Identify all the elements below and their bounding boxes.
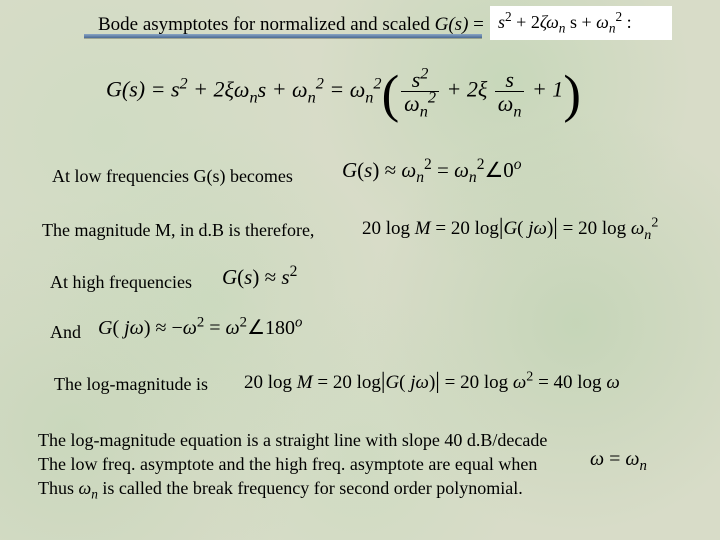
conclusion-eq: ω = ωn: [590, 448, 647, 471]
title-right-formula: s2 + 2ζωn s + ωn2 :: [498, 12, 632, 33]
omega-n-symbol: ωn: [79, 478, 98, 498]
slide-title: Bode asymptotes for normalized and scale…: [98, 14, 484, 36]
title-equals: =: [468, 14, 483, 35]
equation-and: G( jω) ≈ −ω2 = ω2∠180o: [98, 315, 302, 340]
text-logmag: The log-magnitude is: [54, 374, 208, 395]
title-text: Bode asymptotes for normalized and scale…: [98, 14, 435, 35]
conclusion-line1: The log-magnitude equation is a straight…: [38, 430, 547, 451]
equation-high-freq: G(s) ≈ s2: [222, 265, 297, 290]
text-and: And: [50, 322, 81, 343]
text-high-freq: At high frequencies: [50, 272, 192, 293]
equation-logmag: 20 log M = 20 log|G( jω)| = 20 log ω2 = …: [244, 368, 620, 394]
conclusion-line2: The low freq. asymptote and the high fre…: [38, 454, 537, 475]
equation-main: G(s) = s2 + 2ξωns + ωn2 = ωn2(s2ωn2 + 2ξ…: [106, 68, 581, 115]
conclusion-line3: Thus ωn is called the break frequency fo…: [38, 478, 523, 499]
text-magnitude: The magnitude M, in d.B is therefore,: [42, 220, 314, 241]
title-gs: G(s): [435, 14, 469, 35]
text-low-freq: At low frequencies G(s) becomes: [52, 166, 293, 187]
title-underline: [84, 34, 482, 38]
equation-low-freq: G(s) ≈ ωn2 = ωn2∠0o: [342, 158, 522, 183]
equation-magnitude: 20 log M = 20 log|G( jω)| = 20 log ωn2: [362, 214, 658, 240]
